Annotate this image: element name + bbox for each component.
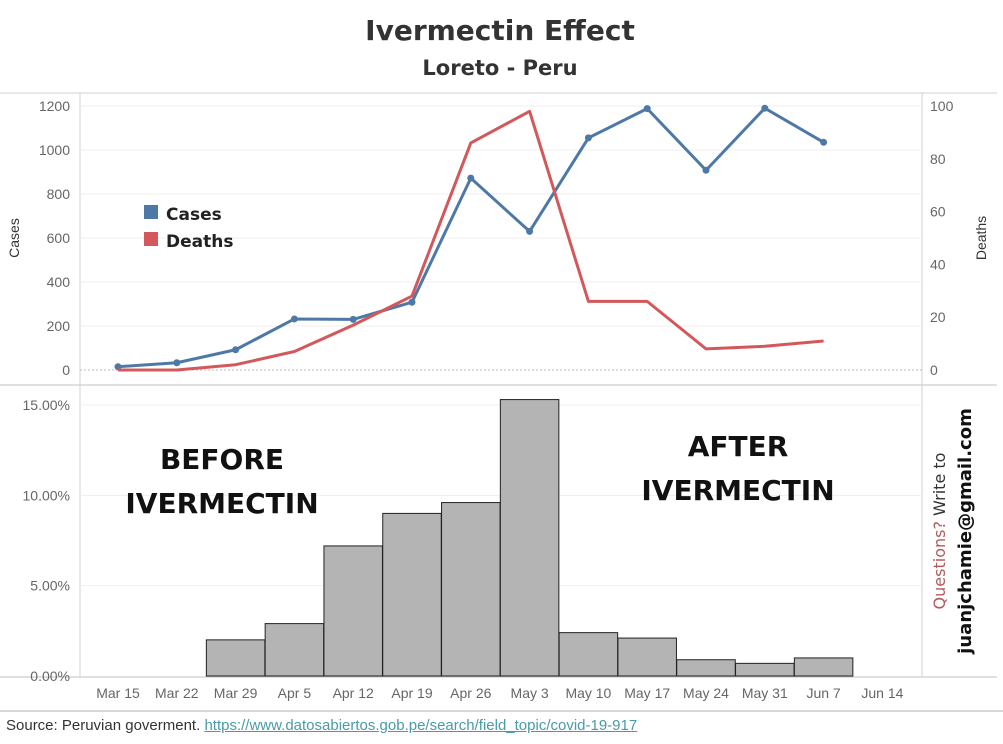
x-tick-label: Apr 12 <box>333 685 374 701</box>
point-cases <box>643 105 651 113</box>
contact-email[interactable]: juanjchamie@gmail.com <box>955 408 976 655</box>
bottom-axis-ticks: 0.00% 5.00% 10.00% 15.00% <box>23 397 70 684</box>
series-line-deaths <box>118 109 824 372</box>
contact-line-1: Questions? Write to <box>930 453 949 610</box>
contact-question: Questions? <box>930 521 949 609</box>
x-tick-label: Apr 5 <box>278 685 312 701</box>
bar-mar-29 <box>205 639 266 677</box>
x-axis-labels: Mar 15 Mar 22 Mar 29 Apr 5 Apr 12 Apr 19 Apr 2… <box>96 685 903 701</box>
annotation-after-line-1: AFTER <box>688 430 789 463</box>
x-tick-label: May 24 <box>683 685 729 701</box>
y-tick-right: 0 <box>930 362 938 378</box>
line-series <box>114 104 828 372</box>
bar-apr-26 <box>441 502 501 677</box>
x-tick-label: Jun 14 <box>861 685 903 701</box>
y-tick-left: 800 <box>47 186 71 202</box>
bar-apr-19 <box>382 512 442 677</box>
source-label: Source: Peruvian goverment. <box>6 717 201 734</box>
source-note: Source: Peruvian goverment. https://www.… <box>6 717 637 734</box>
x-tick-label: May 17 <box>624 685 670 701</box>
x-tick-label: Apr 19 <box>391 685 432 701</box>
x-tick-label: Mar 29 <box>214 685 258 701</box>
legend-label-deaths: Deaths <box>166 232 233 252</box>
y-tick-right: 80 <box>930 151 946 167</box>
y-tick-left: 0 <box>62 362 70 378</box>
y-tick-left: 1200 <box>39 98 70 114</box>
point-cases <box>114 363 122 371</box>
legend-swatch-cases <box>144 205 158 219</box>
chart-frames <box>0 92 1003 712</box>
legend-swatch-deaths <box>144 232 158 246</box>
legend: Cases Deaths <box>144 205 233 252</box>
point-cases <box>232 346 240 354</box>
y-tick-right: 60 <box>930 204 946 220</box>
y-axis-title-cases: Cases <box>6 218 22 258</box>
y-tick-right: 20 <box>930 309 946 325</box>
bar-may-24 <box>676 659 736 677</box>
point-cases <box>820 138 828 146</box>
point-cases <box>467 174 475 182</box>
y-axis-title-deaths: Deaths <box>973 216 989 260</box>
contact-write-to-text: Write to <box>930 453 949 516</box>
y-tick-bottom: 5.00% <box>30 578 70 594</box>
point-cases <box>290 315 298 323</box>
y-tick-right: 100 <box>930 98 954 114</box>
bar-apr-5 <box>264 623 325 677</box>
y-tick-left: 200 <box>47 318 71 334</box>
x-tick-label: Mar 22 <box>155 685 199 701</box>
top-axis-ticks: 0 200 400 600 800 1000 1200 0 20 40 60 80 100 <box>39 98 954 378</box>
bar-jun-7 <box>793 657 854 677</box>
annotation-after: AFTER IVERMECTIN <box>641 430 834 507</box>
y-tick-left: 400 <box>47 274 71 290</box>
contact-block: Questions? Write to juanjchamie@gmail.co… <box>930 408 976 655</box>
x-tick-label: May 31 <box>742 685 788 701</box>
annotation-before-line-1: BEFORE <box>160 443 284 476</box>
bar-may-31 <box>735 662 795 677</box>
source-link[interactable]: https://www.datosabiertos.gob.pe/search/… <box>204 717 638 734</box>
bar-may-17 <box>617 637 677 677</box>
x-tick-label: Jun 7 <box>806 685 840 701</box>
y-tick-right: 40 <box>930 256 946 272</box>
x-tick-label: May 3 <box>511 685 549 701</box>
point-cases <box>761 104 769 112</box>
y-tick-bottom: 0.00% <box>30 668 70 684</box>
x-tick-label: Apr 26 <box>450 685 491 701</box>
x-tick-label: May 10 <box>565 685 611 701</box>
annotation-before: BEFORE IVERMECTIN <box>125 443 318 520</box>
y-tick-bottom: 10.00% <box>23 487 70 503</box>
point-cases <box>408 298 416 306</box>
bar-may-10 <box>558 632 619 677</box>
point-cases <box>584 134 592 142</box>
point-cases <box>173 359 181 367</box>
legend-label-cases: Cases <box>166 205 222 225</box>
chart-subtitle: Loreto - Peru <box>422 56 577 80</box>
y-tick-left: 1000 <box>39 142 70 158</box>
chart-title: Ivermectin Effect <box>365 14 635 47</box>
y-tick-left: 600 <box>47 230 71 246</box>
point-cases <box>526 227 534 235</box>
bar-may-3 <box>499 399 560 677</box>
annotation-before-line-2: IVERMECTIN <box>125 487 318 520</box>
x-tick-label: Mar 15 <box>96 685 140 701</box>
y-tick-bottom: 15.00% <box>23 397 70 413</box>
point-cases <box>349 315 357 323</box>
bar-series <box>205 399 854 677</box>
annotation-after-line-2: IVERMECTIN <box>641 474 834 507</box>
bar-apr-12 <box>323 545 383 677</box>
point-cases <box>702 166 710 174</box>
